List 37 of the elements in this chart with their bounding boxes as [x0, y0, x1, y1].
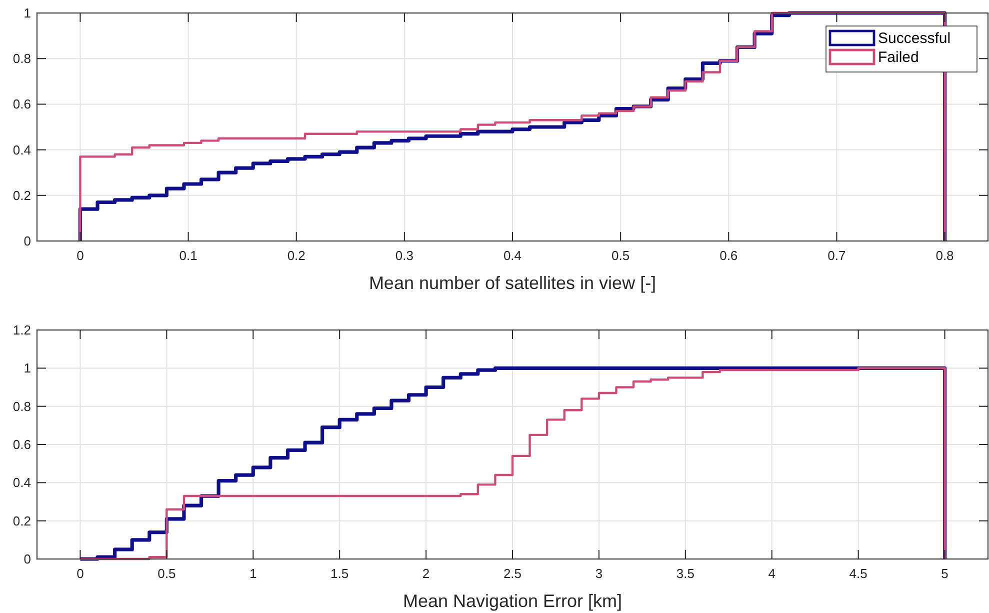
y-tick-label: 1 — [24, 6, 31, 20]
x-tick-label: 4.5 — [849, 566, 868, 581]
x-tick-label: 2 — [422, 566, 430, 581]
x-axis-title: Mean Navigation Error [km] — [402, 591, 622, 611]
x-axis-title: Mean number of satellites in view [-] — [368, 273, 656, 293]
y-tick-label: 0.4 — [12, 475, 31, 490]
legend-label: Successful — [878, 30, 951, 47]
y-tick-label: 0.2 — [12, 513, 31, 528]
y-tick-label: 0 — [24, 552, 31, 566]
y-tick-label: 0.4 — [12, 142, 31, 158]
x-tick-label: 0.5 — [612, 248, 630, 263]
legend-label: Failed — [878, 49, 919, 66]
x-tick-label: 1 — [250, 566, 257, 581]
x-tick-label: 2.5 — [503, 566, 522, 581]
y-tick-label: 1 — [24, 360, 31, 376]
y-tick-label: 0.6 — [12, 96, 31, 112]
x-tick-label: 0.1 — [179, 248, 198, 263]
x-tick-label: 3 — [595, 566, 603, 581]
x-tick-label: 0.4 — [503, 248, 522, 263]
x-tick-label: 1.5 — [330, 566, 349, 581]
y-tick-label: 0 — [24, 234, 31, 248]
y-tick-label: 1.2 — [12, 322, 31, 338]
x-tick-label: 0 — [76, 248, 84, 263]
x-tick-label: 0.3 — [395, 248, 414, 263]
x-tick-label: 0.8 — [936, 248, 954, 263]
x-tick-label: 5 — [941, 566, 948, 581]
x-tick-label: 4 — [768, 566, 776, 581]
y-tick-label: 0.8 — [12, 398, 31, 414]
y-tick-label: 0.2 — [12, 188, 31, 203]
y-tick-label: 0.6 — [12, 437, 31, 452]
x-tick-label: 0 — [76, 566, 84, 581]
x-tick-label: 0.5 — [158, 566, 176, 581]
y-tick-label: 0.8 — [12, 51, 31, 66]
x-tick-label: 3.5 — [676, 566, 694, 581]
x-tick-label: 0.6 — [720, 248, 738, 263]
x-tick-label: 0.2 — [287, 248, 306, 263]
x-tick-label: 0.7 — [828, 248, 846, 263]
